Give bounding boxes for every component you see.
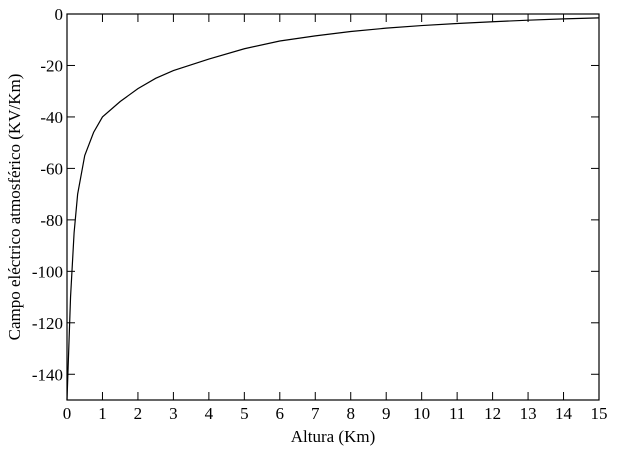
x-tick-label: 11 <box>449 404 465 423</box>
x-tick-label: 1 <box>98 404 107 423</box>
x-tick-label: 5 <box>240 404 249 423</box>
x-tick-label: 14 <box>555 404 573 423</box>
x-tick-label: 15 <box>591 404 608 423</box>
y-tick-label: -60 <box>40 159 63 178</box>
x-tick-label: 2 <box>134 404 143 423</box>
y-tick-label: -120 <box>32 314 63 333</box>
x-tick-label: 9 <box>382 404 391 423</box>
y-tick-label: -40 <box>40 108 63 127</box>
data-line <box>66 17 600 401</box>
y-tick-label: -80 <box>40 211 63 230</box>
y-tick-label: -20 <box>40 56 63 75</box>
x-tick-label: 10 <box>413 404 430 423</box>
x-tick-label: 7 <box>311 404 320 423</box>
y-axis-label: Campo eléctrico atmosférico (KV/Km) <box>5 74 24 341</box>
plot-frame <box>66 13 600 401</box>
x-axis-label: Altura (Km) <box>291 427 376 446</box>
y-tick-label: -100 <box>32 262 63 281</box>
y-tick-label: -140 <box>32 365 63 384</box>
x-tick-label: 4 <box>205 404 214 423</box>
x-tick-label: 6 <box>276 404 285 423</box>
y-tick-label: 0 <box>55 5 64 24</box>
x-tick-label: 13 <box>520 404 537 423</box>
x-tick-label: 8 <box>346 404 355 423</box>
x-tick-label: 0 <box>63 404 72 423</box>
x-tick-label: 12 <box>484 404 501 423</box>
x-tick-label: 3 <box>169 404 178 423</box>
